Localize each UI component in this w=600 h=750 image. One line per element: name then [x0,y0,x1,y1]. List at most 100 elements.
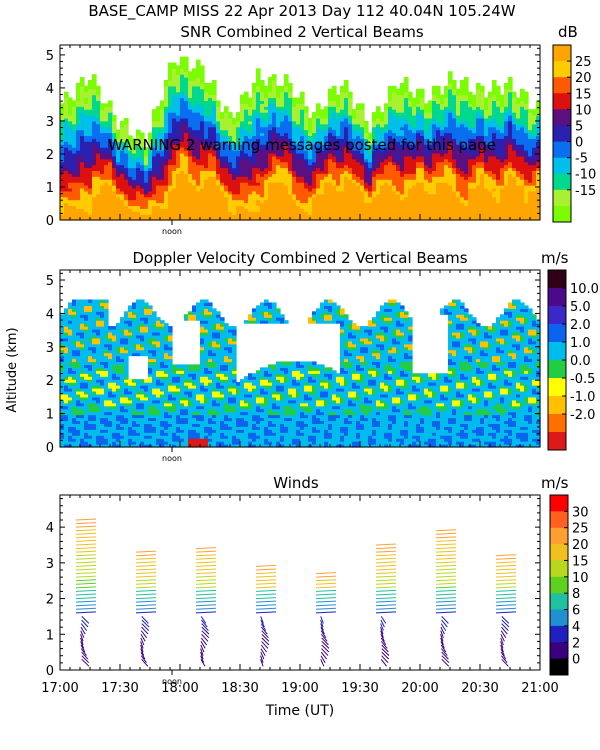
wind-barb [495,572,517,575]
wind-barb [80,648,87,656]
wind-barb [320,630,327,638]
colorbar-frame [549,494,569,676]
x-tick-label: 17:00 [41,681,78,696]
colorbar-label: 5.0 [570,300,591,315]
wind-barb [255,607,277,610]
wind-barb [495,564,517,567]
wind-barb [75,543,97,546]
y-tick-label: 2 [46,593,54,608]
wind-barb [435,564,457,567]
wind-barb [315,600,337,603]
wind-barb [380,623,384,631]
x-tick-label: 21:00 [521,681,558,696]
wind-barb [375,568,397,571]
wind-barb [320,651,327,660]
doppler-title: Doppler Velocity Combined 2 Vertical Bea… [132,249,467,267]
doppler-colorbar: 10.0 5.0 2.0 1.0 0.0 -0.5 -1.0 -2.0 [547,269,599,451]
wind-barb [440,641,445,649]
wind-barb [75,554,97,557]
wind-barb [200,655,205,663]
wind-barb [81,616,90,624]
wind-barb [380,637,387,646]
colorbar-label: 2.0 [570,318,591,333]
wind-barb [255,604,277,607]
colorbar-swatch [553,61,571,78]
wind-barb [195,575,217,578]
colorbar-swatch [553,45,571,62]
y-tick-label: 2 [46,374,54,389]
colorbar-swatch [548,324,566,343]
wind-barb [501,623,509,631]
wind-barb [260,619,265,628]
wind-profile [195,547,217,667]
wind-barb [375,607,397,610]
wind-barb [75,529,97,532]
wind-barb [435,597,457,600]
wind-barb [195,589,217,592]
wind-barb [380,634,385,642]
wind-barb [260,648,266,656]
wind-barb [195,561,217,564]
wind-barb [255,579,277,582]
colorbar-label: 10 [572,571,589,586]
y-tick-label: 4 [46,82,54,97]
wind-barb [255,600,277,603]
wind-barb [380,616,387,624]
wind-barb [320,623,324,631]
y-tick-label: 2 [46,148,54,163]
wind-barb [140,655,147,663]
colorbar-label: -5 [575,152,588,167]
x-tick-label: 18:30 [221,681,258,696]
colorbar-swatch [548,306,566,325]
wind-barb [261,626,268,635]
colorbar-label: 0.0 [570,354,591,369]
colorbar-label: -1.0 [570,390,595,405]
colorbar-label: 20 [572,538,589,553]
wind-barb [195,586,217,589]
wind-barb [441,658,450,667]
wind-barb [140,644,144,653]
colorbar-label: 10.0 [570,282,599,297]
wind-barb [255,568,277,571]
wind-barb [135,582,157,585]
wind-barb [435,539,457,542]
wind-barb [375,597,397,600]
wind-barb [375,557,397,560]
wind-barb [200,644,205,653]
wind-barb [375,586,397,589]
wind-barb [75,568,97,571]
wind-barb [140,641,144,649]
y-tick-label: 1 [46,628,54,643]
wind-barb [81,658,90,667]
wind-barb [260,623,267,631]
x-tick-label: 17:30 [101,681,138,696]
wind-barb [255,582,277,585]
wind-barb [500,630,507,638]
wind-barb [80,634,84,642]
colorbar-label: 4 [572,620,580,635]
wind-barb [140,651,146,660]
colorbar-label: 6 [572,604,580,619]
wind-barb [75,525,97,528]
doppler-unit: m/s [541,249,569,267]
wind-barb [75,600,97,603]
y-tick-label: 1 [46,408,54,423]
noon-label: noon [162,677,182,686]
colorbar-swatch [548,414,566,433]
wind-barb [435,586,457,589]
wind-barb [440,623,447,631]
y-tick-label: 0 [46,214,54,229]
wind-barb [195,568,217,571]
wind-barb [255,564,277,567]
wind-barb [135,607,157,610]
wind-barb [135,550,157,553]
wind-barb [435,550,457,553]
wind-barb [320,619,324,628]
wind-barb [81,619,89,628]
wind-barb [375,593,397,596]
wind-barb [435,529,457,532]
winds-unit: m/s [541,474,569,492]
wind-barb [140,648,145,656]
wind-barb [200,616,207,624]
wind-barb [261,633,270,642]
